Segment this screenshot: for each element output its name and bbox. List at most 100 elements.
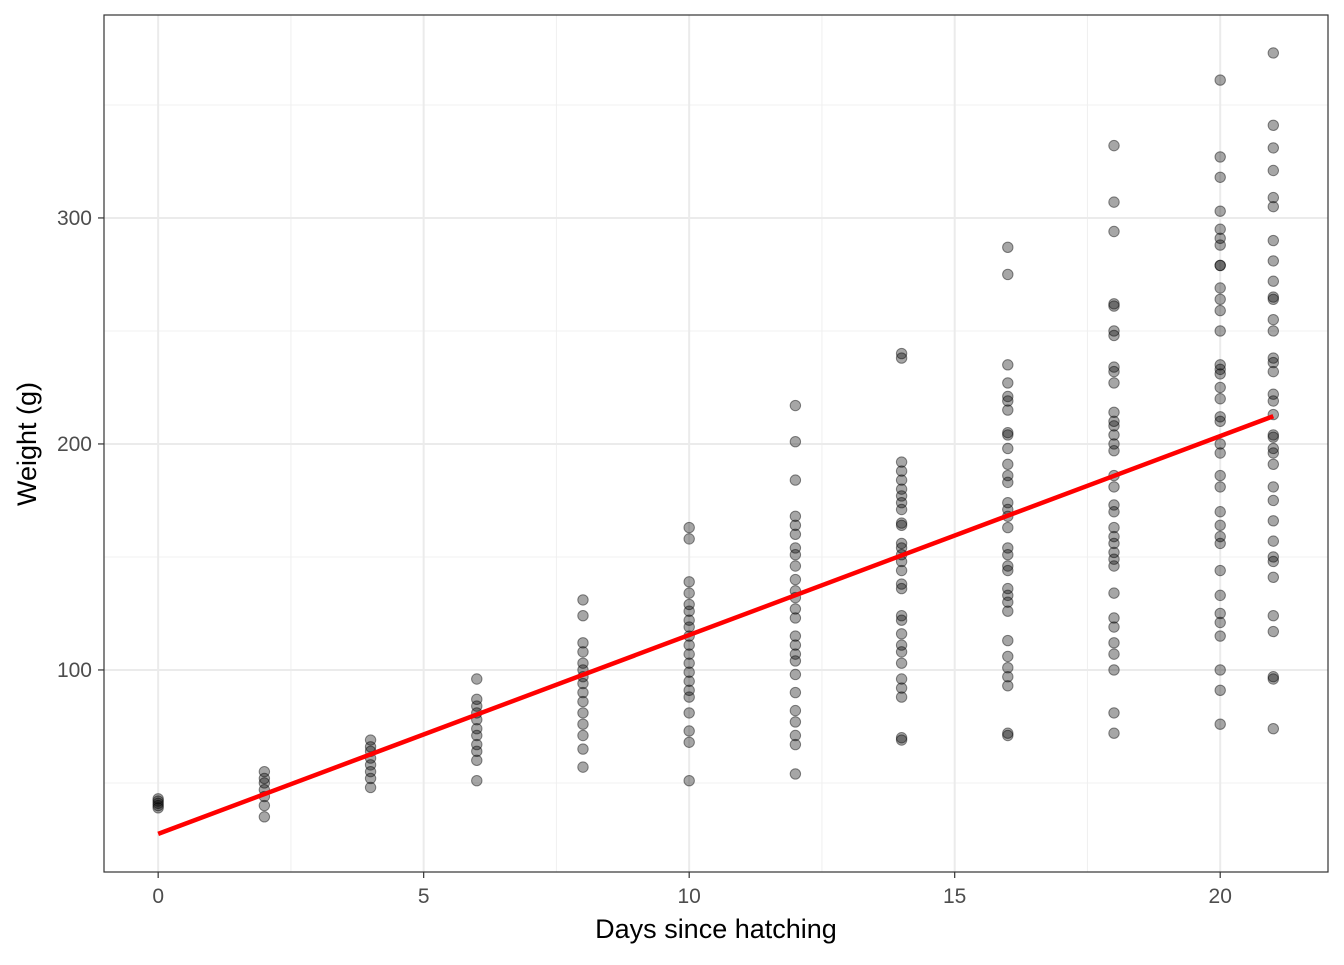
data-point — [1002, 542, 1014, 554]
data-point — [1214, 259, 1226, 272]
data-point — [1267, 442, 1280, 455]
data-point — [471, 754, 483, 767]
data-point — [577, 761, 589, 773]
data-point — [1267, 673, 1280, 685]
x-tick-label: 0 — [152, 885, 164, 908]
data-point — [1214, 368, 1226, 380]
data-point — [1214, 616, 1226, 629]
data-point — [1002, 458, 1014, 470]
data-point — [577, 743, 589, 755]
data-point — [895, 610, 908, 622]
data-point — [471, 723, 483, 735]
data-point — [1002, 729, 1014, 742]
data-point — [577, 637, 589, 649]
data-point — [683, 675, 695, 687]
x-tick-label: 5 — [418, 885, 430, 908]
data-point — [1214, 519, 1226, 532]
data-point — [1214, 607, 1226, 620]
data-point — [577, 657, 589, 669]
data-point — [1214, 151, 1226, 163]
data-point — [1267, 429, 1280, 441]
data-point — [1214, 506, 1226, 518]
data-point — [789, 548, 802, 561]
data-point — [1214, 363, 1226, 376]
data-point — [1002, 497, 1014, 509]
data-point — [364, 759, 377, 771]
data-point — [789, 704, 802, 717]
data-point — [1108, 587, 1120, 599]
data-point — [1108, 365, 1120, 378]
data-point — [1214, 718, 1226, 730]
data-point — [1267, 47, 1280, 59]
data-point — [895, 483, 908, 495]
data-point — [577, 686, 589, 699]
data-point — [895, 646, 908, 658]
data-point — [1267, 275, 1280, 287]
data-point — [1267, 164, 1280, 177]
data-point — [1267, 365, 1280, 378]
data-point — [1267, 255, 1280, 267]
data-point — [789, 603, 802, 615]
data-point — [895, 352, 908, 364]
data-point — [1108, 361, 1120, 373]
data-point — [683, 725, 695, 737]
data-point — [683, 533, 695, 545]
data-point — [895, 614, 908, 626]
data-point — [683, 605, 695, 617]
data-point — [1002, 476, 1014, 489]
data-point — [895, 517, 908, 529]
data-point — [789, 729, 802, 742]
data-point — [1108, 560, 1120, 572]
data-point — [152, 795, 164, 807]
data-point — [1267, 293, 1280, 306]
data-point — [789, 435, 802, 448]
data-point — [1267, 313, 1280, 326]
data-point — [1002, 442, 1014, 455]
data-point — [1002, 390, 1014, 403]
data-point — [1108, 329, 1120, 342]
data-point — [895, 503, 908, 516]
data-point — [258, 777, 271, 789]
data-point — [152, 797, 164, 809]
y-axis: 100 200 300 — [57, 207, 104, 682]
data-point — [1108, 612, 1120, 624]
data-point — [1108, 521, 1120, 534]
data-point — [1214, 447, 1226, 459]
data-point — [577, 707, 589, 719]
data-point — [1267, 142, 1280, 154]
data-point — [1214, 381, 1226, 394]
data-point — [1214, 325, 1226, 337]
data-point — [1267, 535, 1280, 547]
data-point — [1002, 661, 1014, 674]
data-point — [577, 646, 589, 658]
data-point — [1108, 506, 1120, 518]
data-point — [1267, 447, 1280, 459]
y-axis-label: Weight (g) — [12, 382, 42, 506]
data-point — [895, 691, 908, 703]
data-point — [789, 519, 802, 532]
data-point — [577, 677, 589, 690]
data-point — [471, 729, 483, 742]
data-point — [683, 598, 695, 611]
data-point — [1108, 537, 1120, 550]
y-tick-label: 200 — [57, 433, 92, 456]
data-point — [1214, 239, 1226, 251]
data-point — [683, 691, 695, 703]
data-point — [895, 639, 908, 651]
data-point — [1108, 298, 1120, 310]
data-point — [471, 700, 483, 712]
data-point — [1108, 300, 1120, 312]
data-point — [683, 707, 695, 719]
data-point — [789, 560, 802, 572]
data-point — [364, 781, 377, 794]
data-point — [1214, 564, 1226, 577]
data-point — [1214, 293, 1226, 306]
data-point — [1002, 680, 1014, 692]
data-point — [683, 666, 695, 678]
data-point — [258, 765, 271, 778]
data-point — [1214, 171, 1226, 183]
data-point — [1267, 234, 1280, 247]
data-point — [789, 639, 802, 651]
data-point — [683, 774, 695, 787]
data-point — [364, 734, 377, 746]
